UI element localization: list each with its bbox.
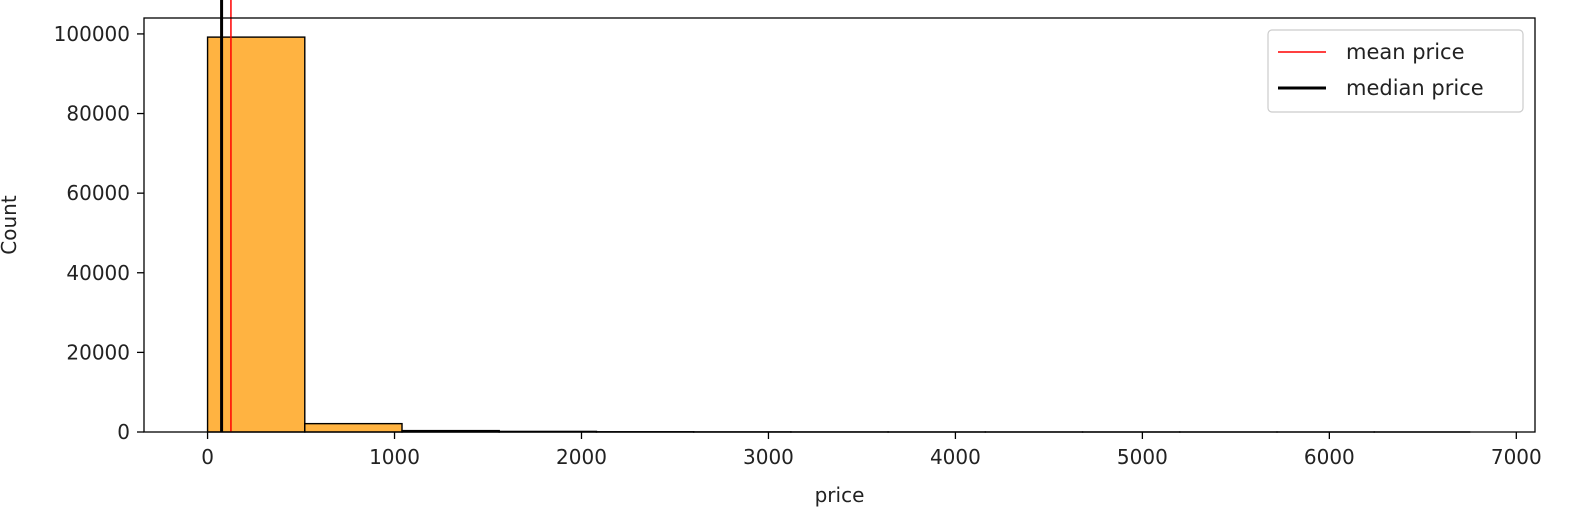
reference-lines	[220, 0, 232, 432]
x-tick-label: 3000	[743, 445, 794, 469]
histogram-bar	[304, 422, 403, 433]
legend-entry-label: median price	[1346, 76, 1484, 100]
y-axis-label: Count	[0, 195, 21, 255]
x-tick-label: 0	[201, 445, 214, 469]
histogram-bar	[206, 36, 306, 433]
legend-entry-label: mean price	[1346, 40, 1465, 64]
x-tick-label: 5000	[1117, 445, 1168, 469]
y-tick-label: 20000	[66, 340, 130, 364]
y-tick-label: 100000	[54, 22, 130, 46]
plot-area-frame	[143, 17, 1536, 433]
x-tick-label: 6000	[1304, 445, 1355, 469]
legend-box	[1267, 29, 1524, 113]
x-tick-label: 1000	[369, 445, 420, 469]
x-tick-label: 7000	[1491, 445, 1542, 469]
y-tick-label: 40000	[66, 261, 130, 285]
x-tick-label: 4000	[930, 445, 981, 469]
x-axis-label: price	[815, 483, 865, 507]
y-tick-label: 80000	[66, 102, 130, 126]
y-tick-label: 60000	[66, 181, 130, 205]
legend: mean price median price	[1267, 29, 1524, 113]
x-axis-ticks: 0 1000 2000 3000 4000 5000 6000 7000	[201, 432, 1542, 469]
x-tick-label: 2000	[556, 445, 607, 469]
y-tick-label: 0	[117, 420, 130, 444]
y-axis-ticks: 0 20000 40000 60000 80000 100000	[54, 22, 144, 444]
